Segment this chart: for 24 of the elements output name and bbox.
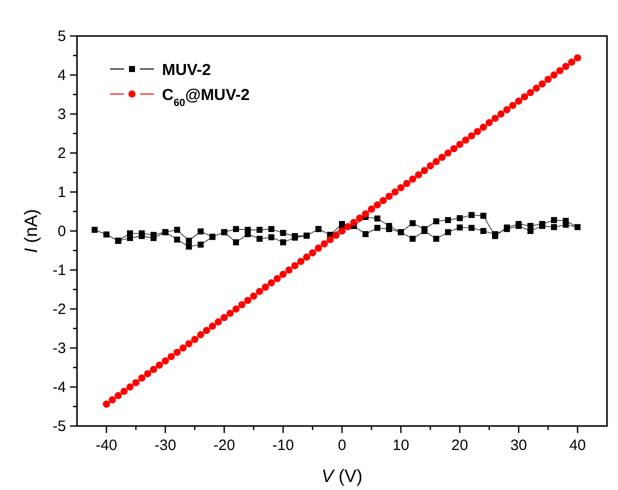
y-tick-label: 1 — [58, 184, 66, 201]
x-tick-label: 40 — [569, 437, 586, 454]
y-tick-label: -1 — [52, 262, 66, 279]
y-tick-label: -3 — [52, 340, 66, 357]
x-tick-label: -40 — [96, 437, 118, 454]
x-axis-title: V (V) — [321, 466, 363, 486]
y-tick-label: 4 — [58, 67, 66, 84]
legend-label: C$_{60}$@MUV-2 — [162, 87, 250, 108]
y-tick-label: 0 — [58, 223, 66, 240]
legend-label: MUV-2 — [162, 62, 211, 79]
y-tick-label: 5 — [58, 28, 66, 45]
x-tick-label: 10 — [392, 437, 410, 454]
y-tick-label: -4 — [52, 379, 66, 396]
y-tick-label: 3 — [58, 106, 66, 123]
y-tick-label: 2 — [58, 145, 66, 162]
x-tick-label: -20 — [213, 437, 236, 454]
y-axis-title: I (nA) — [21, 208, 41, 254]
y-tick-label: -5 — [52, 418, 66, 435]
x-tick-label: -10 — [272, 437, 294, 454]
y-tick-label: -2 — [52, 301, 66, 318]
x-tick-label: 30 — [510, 437, 528, 454]
x-tick-label: -30 — [154, 437, 176, 454]
x-tick-label: 0 — [338, 437, 346, 454]
x-tick-label: 20 — [451, 437, 468, 454]
